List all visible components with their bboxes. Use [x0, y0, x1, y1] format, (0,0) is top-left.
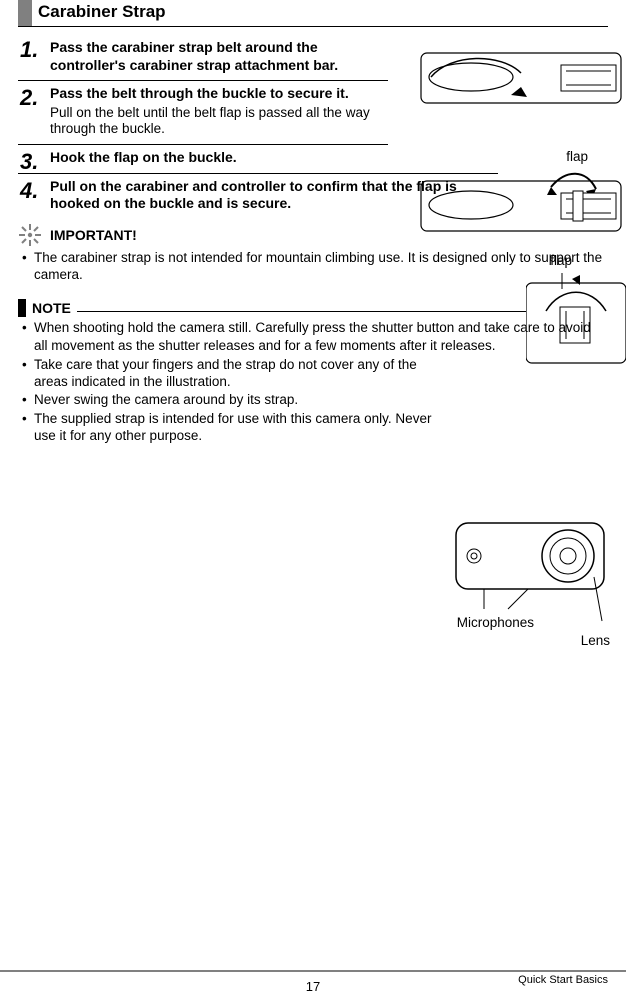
section-title: Carabiner Strap [38, 0, 166, 26]
note-item: Take care that your fingers and the stra… [18, 356, 448, 391]
step-4: 4. Pull on the carabiner and controller … [18, 178, 498, 213]
figure-strap-step1 [411, 33, 626, 119]
note-item: Never swing the camera around by its str… [18, 391, 448, 408]
step-title: Hook the flap on the buckle. [50, 149, 378, 167]
note-list-narrow: Take care that your fingers and the stra… [18, 356, 448, 444]
footer-rule [0, 970, 626, 972]
label-microphones: Microphones [457, 615, 534, 630]
footer-section: Quick Start Basics [518, 974, 608, 986]
step-2: 2. Pass the belt through the buckle to s… [18, 85, 388, 138]
note-item: The supplied strap is intended for use w… [18, 410, 448, 445]
important-label: IMPORTANT! [50, 227, 137, 243]
step-number: 1. [20, 37, 38, 63]
important-item: The carabiner strap is not intended for … [18, 249, 608, 284]
section-header: Carabiner Strap [18, 0, 608, 27]
section-accent-bar [18, 0, 32, 26]
note-accent-bar [18, 299, 26, 317]
step-number: 4. [20, 178, 38, 204]
note-label: NOTE [32, 300, 71, 316]
note-list: When shooting hold the camera still. Car… [18, 319, 608, 354]
page-number: 17 [306, 979, 320, 994]
figure-camera [450, 511, 610, 631]
step-description: Pull on the belt until the belt flap is … [50, 105, 388, 139]
step-title: Pull on the carabiner and controller to … [50, 178, 498, 213]
step-number: 3. [20, 149, 38, 175]
step-3: 3. Hook the flap on the buckle. [18, 149, 378, 167]
burst-icon [18, 223, 42, 247]
step-1: 1. Pass the carabiner strap belt around … [18, 37, 378, 74]
label-flap-1: flap [566, 149, 588, 164]
note-item: When shooting hold the camera still. Car… [18, 319, 608, 354]
step-title: Pass the carabiner strap belt around the… [50, 39, 378, 74]
label-lens: Lens [581, 633, 610, 648]
step-title: Pass the belt through the buckle to secu… [50, 85, 388, 103]
important-list: The carabiner strap is not intended for … [18, 249, 608, 284]
step-number: 2. [20, 85, 38, 111]
note-header: NOTE [18, 299, 608, 317]
